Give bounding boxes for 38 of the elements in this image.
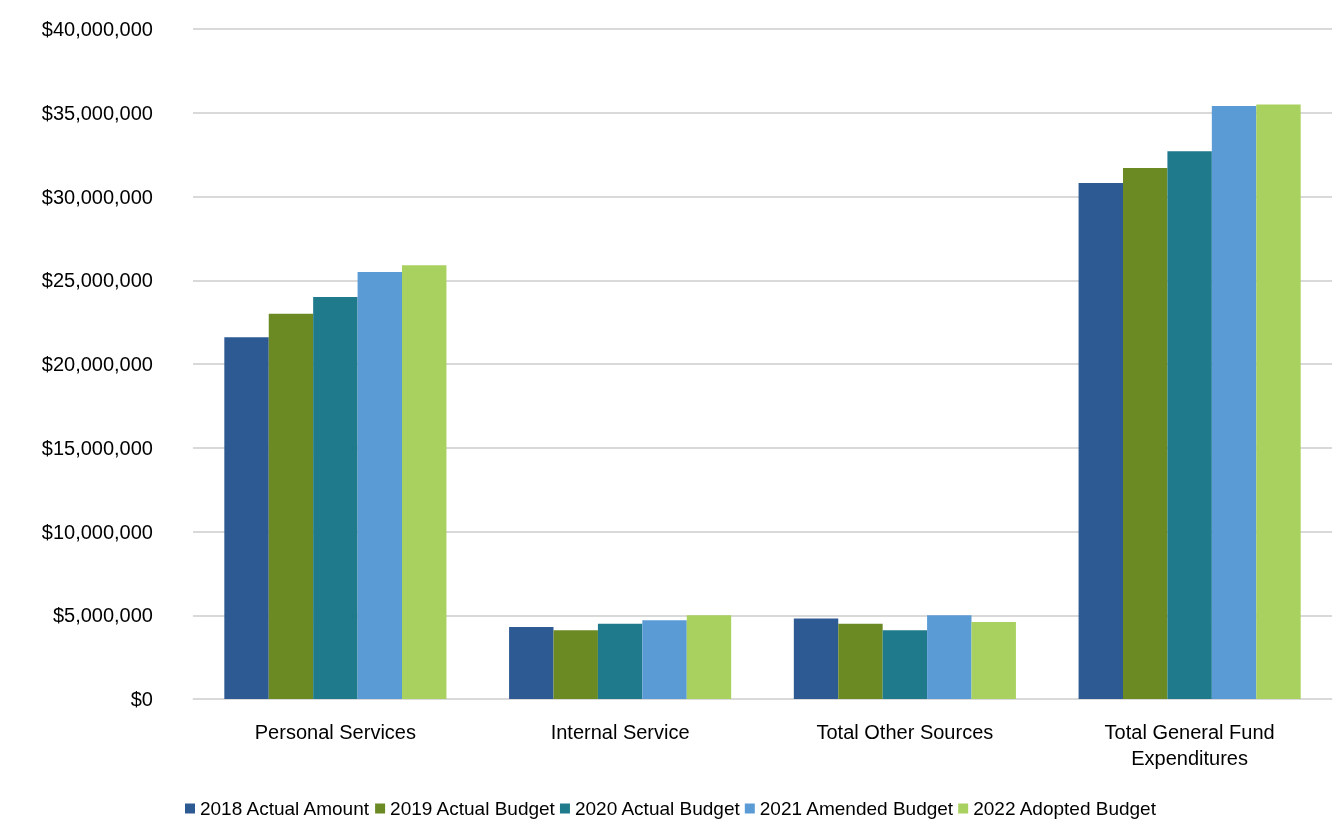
bar [1256, 104, 1301, 699]
legend-label: 2019 Actual Budget [390, 798, 556, 819]
bar [357, 271, 403, 699]
bar [597, 623, 643, 699]
bar [838, 623, 883, 699]
x-tick-label: Internal Service [550, 721, 690, 743]
legend-label: 2022 Adopted Budget [973, 798, 1157, 819]
bar [971, 621, 1016, 699]
y-tick-label: $0 [130, 688, 153, 710]
bar [313, 297, 358, 699]
bar [1167, 151, 1212, 699]
y-tick-label: $10,000,000 [41, 520, 153, 543]
y-tick-label: $40,000,000 [41, 18, 153, 40]
bar [1211, 106, 1257, 699]
bar [509, 626, 554, 699]
legend-label: 2021 Amended Budget [759, 798, 954, 819]
x-tick-label: Personal Services [254, 721, 416, 743]
y-tick-label: $30,000,000 [41, 185, 153, 208]
bar [927, 615, 972, 699]
x-tick-label: Total General Fund Expenditures [1104, 721, 1275, 769]
y-tick-label: $5,000,000 [52, 604, 153, 627]
bar [882, 630, 928, 699]
bar [268, 313, 314, 699]
bar [1122, 168, 1168, 699]
legend-label: 2020 Actual Budget [574, 798, 741, 819]
y-tick-label: $35,000,000 [41, 101, 153, 124]
y-tick-label: $20,000,000 [41, 353, 153, 375]
bar [793, 618, 839, 699]
bar [402, 265, 447, 699]
legend-label: 2018 Actual Amount [199, 798, 370, 819]
x-tick-label: Total Other Sources [816, 721, 994, 743]
y-tick-label: $15,000,000 [41, 436, 153, 459]
bar [686, 615, 732, 699]
bar [1078, 183, 1123, 699]
bar [642, 620, 687, 699]
bar [553, 630, 598, 699]
y-tick-label: $25,000,000 [41, 269, 153, 292]
bar [224, 337, 269, 699]
